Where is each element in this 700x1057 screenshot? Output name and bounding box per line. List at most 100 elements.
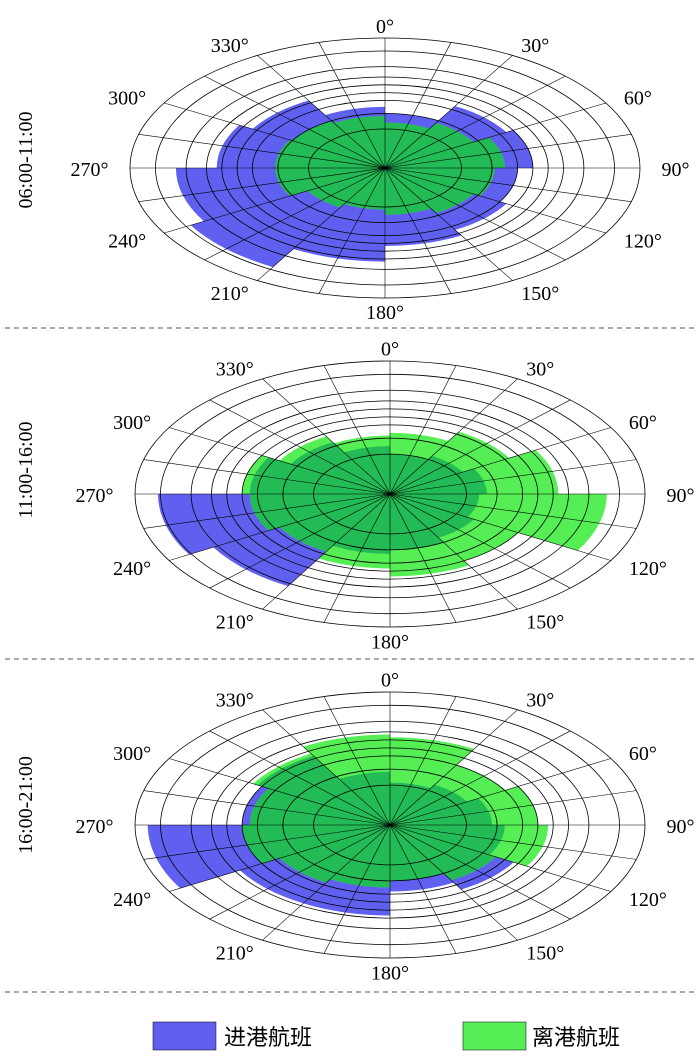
grid-spoke xyxy=(389,824,518,941)
period-label: 11:00-16:00 xyxy=(15,421,37,518)
angle-tick-label: 30° xyxy=(526,689,554,711)
overlap-sector-60 xyxy=(390,468,487,494)
grid-spoke xyxy=(389,824,637,860)
angle-tick-label: 120° xyxy=(624,231,662,253)
angle-tick-label: 270° xyxy=(76,816,114,838)
grid-spoke xyxy=(389,427,611,495)
overlap-sector-90 xyxy=(385,168,495,196)
overlap-sector-330 xyxy=(339,771,390,825)
angle-tick-label: 180° xyxy=(366,302,404,324)
grid-spoke xyxy=(384,167,566,261)
grid-spoke xyxy=(323,824,391,954)
grid-spoke xyxy=(262,709,391,826)
angle-tick-label: 300° xyxy=(108,88,146,110)
grid-spoke xyxy=(384,75,566,169)
overlap-sector-180 xyxy=(344,168,385,210)
panel-morning: 0° 30° 60° 90° 120° 150° 180° 210° 240° 270° 300° 3… xyxy=(15,16,690,324)
grid-spoke xyxy=(389,493,611,561)
legend-swatch-departure xyxy=(462,1021,527,1051)
overlap-sector-0 xyxy=(390,454,429,494)
angle-tick-label: 90° xyxy=(662,159,690,181)
angle-tick-label: 210° xyxy=(216,943,254,965)
grid-spoke xyxy=(389,696,457,826)
overlap-sector-180 xyxy=(330,825,390,888)
angle-tick-label: 30° xyxy=(526,358,554,380)
overlap-sector-150 xyxy=(390,825,444,881)
legend-label-departure: 离港航班 xyxy=(532,1026,620,1051)
angle-tick-label: 330° xyxy=(211,35,249,57)
grid-spoke xyxy=(318,167,386,294)
overlap-sector-150 xyxy=(390,494,444,550)
grid-spoke xyxy=(257,55,386,169)
legend: 进港航班 离港航班 xyxy=(152,1021,620,1051)
overlap-sector-90 xyxy=(390,494,480,518)
grid-spoke xyxy=(389,730,571,826)
angle-tick-label: 240° xyxy=(108,231,146,253)
grid-spoke xyxy=(389,378,518,495)
grid-spoke xyxy=(389,824,571,920)
overlap-sector-60 xyxy=(385,137,505,168)
overlap-sector-270 xyxy=(249,457,390,494)
legend-swatch-arrival xyxy=(152,1021,217,1051)
angle-tick-label: 330° xyxy=(216,689,254,711)
grid-spoke xyxy=(384,42,452,169)
grid-spoke xyxy=(389,459,637,495)
angle-tick-label: 60° xyxy=(624,88,652,110)
grid-spoke xyxy=(384,167,513,281)
grid-spoke xyxy=(209,493,391,589)
grid-spoke xyxy=(143,459,391,495)
grid-spoke xyxy=(169,758,391,826)
grid-spoke xyxy=(169,824,391,892)
grid-spoke xyxy=(389,493,637,529)
grid-spoke xyxy=(262,493,391,610)
grid-spoke xyxy=(389,493,571,589)
grid-spoke xyxy=(204,167,386,261)
angle-tick-label: 90° xyxy=(667,485,695,507)
grid-spoke xyxy=(262,378,391,495)
grid-spoke xyxy=(318,42,386,169)
angle-tick-label: 60° xyxy=(629,743,657,765)
grid-spoke xyxy=(384,167,632,202)
angle-tick-label: 0° xyxy=(381,339,399,361)
legend-label-arrival: 进港航班 xyxy=(224,1026,312,1051)
angle-tick-label: 120° xyxy=(629,558,667,580)
angle-tick-label: 60° xyxy=(629,412,657,434)
grid-spoke xyxy=(323,365,391,495)
grid-spoke xyxy=(323,493,391,623)
angle-tick-label: 0° xyxy=(376,16,394,38)
grid-spoke xyxy=(389,709,518,826)
angle-tick-label: 150° xyxy=(521,283,559,305)
overlap-sector-240 xyxy=(275,168,385,196)
grid-spoke xyxy=(323,696,391,826)
overlap-sector-270 xyxy=(275,140,385,168)
overlap-sector-60 xyxy=(390,798,492,825)
angle-tick-label: 300° xyxy=(113,412,151,434)
overlap-sector-90 xyxy=(390,825,505,855)
grid-spoke xyxy=(143,790,391,826)
grid-spoke xyxy=(389,493,518,610)
grid-spoke xyxy=(209,399,391,495)
panel-evening: 0° 30° 60° 90° 120° 150° 180° 210° 240° 270° 300° 3… xyxy=(15,670,695,985)
grid-spoke xyxy=(384,134,632,169)
grid-spoke xyxy=(257,167,386,281)
grid-spoke xyxy=(138,167,386,202)
angle-tick-label: 210° xyxy=(211,283,249,305)
angle-tick-label: 120° xyxy=(629,889,667,911)
grid-spoke xyxy=(389,824,457,954)
period-label: 06:00-11:00 xyxy=(15,111,37,208)
panel-midday: 0° 30° 60° 90° 120° 150° 180° 210° 240° 270° 300° 3… xyxy=(15,339,695,654)
angle-tick-label: 210° xyxy=(216,612,254,634)
grid-spoke xyxy=(389,790,637,826)
grid-spoke xyxy=(384,167,452,294)
overlap-sector-0 xyxy=(390,782,431,825)
grid-spoke xyxy=(389,365,457,495)
grid-spoke xyxy=(384,167,606,234)
grid-spoke xyxy=(169,493,391,561)
angle-tick-label: 30° xyxy=(521,35,549,57)
angle-tick-label: 180° xyxy=(371,631,409,653)
angle-tick-label: 240° xyxy=(113,558,151,580)
grid-spoke xyxy=(389,824,611,892)
grid-spoke xyxy=(384,55,513,169)
grid-spoke xyxy=(138,134,386,169)
